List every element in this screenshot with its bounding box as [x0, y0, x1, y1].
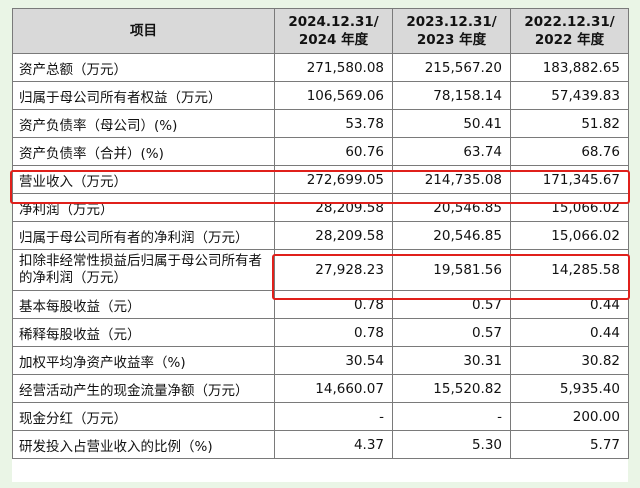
cell-2023: 214,735.08 [392, 165, 511, 194]
row-label: 稀释每股收益（元） [12, 318, 275, 347]
cell-2022: 15,066.02 [510, 221, 629, 250]
financial-table-frame: 项目 2024.12.31/2024 年度 2023.12.31/2023 年度… [12, 8, 629, 482]
cell-2024: 0.78 [274, 318, 393, 347]
cell-2023: 5.30 [392, 430, 511, 459]
table-row: 资产负债率（合并）(%) 60.76 63.74 68.76 [12, 137, 629, 166]
row-label: 归属于母公司所有者的净利润（万元） [12, 221, 275, 250]
table-row-net-profit-excl: 扣除非经常性损益后归属于母公司所有者的净利润（万元） 27,928.23 19,… [12, 249, 629, 291]
header-2024: 2024.12.31/2024 年度 [274, 8, 393, 54]
cell-2024: 0.78 [274, 290, 393, 319]
cell-2024: 106,569.06 [274, 81, 393, 110]
cell-2024: 30.54 [274, 346, 393, 375]
cell-2024: 28,209.58 [274, 221, 393, 250]
cell-2022: 5.77 [510, 430, 629, 459]
table-row: 稀释每股收益（元） 0.78 0.57 0.44 [12, 318, 629, 347]
row-label: 营业收入（万元） [12, 165, 275, 194]
cell-2022: 15,066.02 [510, 193, 629, 222]
cell-2023: 0.57 [392, 318, 511, 347]
cell-2022: 51.82 [510, 109, 629, 138]
cell-2022: 171,345.67 [510, 165, 629, 194]
cell-2023: 30.31 [392, 346, 511, 375]
header-2023: 2023.12.31/2023 年度 [392, 8, 511, 54]
cell-2023: 78,158.14 [392, 81, 511, 110]
table-row: 经营活动产生的现金流量净额（万元） 14,660.07 15,520.82 5,… [12, 374, 629, 403]
header-2022: 2022.12.31/2022 年度 [510, 8, 629, 54]
cell-2022: 30.82 [510, 346, 629, 375]
cell-2024: 27,928.23 [274, 249, 393, 291]
table-row: 归属于母公司所有者权益（万元） 106,569.06 78,158.14 57,… [12, 81, 629, 110]
table-row: 资产负债率（母公司）(%) 53.78 50.41 51.82 [12, 109, 629, 138]
row-label: 基本每股收益（元） [12, 290, 275, 319]
table-row-revenue: 营业收入（万元） 272,699.05 214,735.08 171,345.6… [12, 165, 629, 194]
cell-2022: 0.44 [510, 290, 629, 319]
cell-2024: 272,699.05 [274, 165, 393, 194]
table-row: 归属于母公司所有者的净利润（万元） 28,209.58 20,546.85 15… [12, 221, 629, 250]
cell-2023: 215,567.20 [392, 53, 511, 82]
table-row: 基本每股收益（元） 0.78 0.57 0.44 [12, 290, 629, 319]
cell-2023: 63.74 [392, 137, 511, 166]
cell-2023: 50.41 [392, 109, 511, 138]
cell-2022: 57,439.83 [510, 81, 629, 110]
row-label: 归属于母公司所有者权益（万元） [12, 81, 275, 110]
row-label: 经营活动产生的现金流量净额（万元） [12, 374, 275, 403]
row-label: 净利润（万元） [12, 193, 275, 222]
cell-2023: 15,520.82 [392, 374, 511, 403]
cell-2024: 14,660.07 [274, 374, 393, 403]
cell-2024: 28,209.58 [274, 193, 393, 222]
cell-2024: - [274, 402, 393, 431]
cell-2024: 53.78 [274, 109, 393, 138]
cell-2022: 200.00 [510, 402, 629, 431]
table-row: 现金分红（万元） - - 200.00 [12, 402, 629, 431]
cell-2023: 0.57 [392, 290, 511, 319]
table-row: 研发投入占营业收入的比例（%) 4.37 5.30 5.77 [12, 430, 629, 459]
cell-2024: 4.37 [274, 430, 393, 459]
table-row: 资产总额（万元） 271,580.08 215,567.20 183,882.6… [12, 53, 629, 82]
row-label: 现金分红（万元） [12, 402, 275, 431]
cell-2022: 68.76 [510, 137, 629, 166]
table-row: 加权平均净资产收益率（%) 30.54 30.31 30.82 [12, 346, 629, 375]
financial-summary-table: 项目 2024.12.31/2024 年度 2023.12.31/2023 年度… [12, 8, 629, 459]
cell-2023: 20,546.85 [392, 193, 511, 222]
cell-2023: 19,581.56 [392, 249, 511, 291]
cell-2022: 183,882.65 [510, 53, 629, 82]
cell-2023: 20,546.85 [392, 221, 511, 250]
cell-2022: 14,285.58 [510, 249, 629, 291]
header-item: 项目 [12, 8, 275, 54]
cell-2022: 0.44 [510, 318, 629, 347]
cell-2023: - [392, 402, 511, 431]
row-label: 加权平均净资产收益率（%) [12, 346, 275, 375]
row-label: 资产总额（万元） [12, 53, 275, 82]
cell-2024: 271,580.08 [274, 53, 393, 82]
cell-2024: 60.76 [274, 137, 393, 166]
row-label: 资产负债率（母公司）(%) [12, 109, 275, 138]
cell-2022: 5,935.40 [510, 374, 629, 403]
row-label: 资产负债率（合并）(%) [12, 137, 275, 166]
row-label: 扣除非经常性损益后归属于母公司所有者的净利润（万元） [12, 249, 275, 291]
row-label: 研发投入占营业收入的比例（%) [12, 430, 275, 459]
header-row: 项目 2024.12.31/2024 年度 2023.12.31/2023 年度… [12, 8, 629, 54]
table-row: 净利润（万元） 28,209.58 20,546.85 15,066.02 [12, 193, 629, 222]
